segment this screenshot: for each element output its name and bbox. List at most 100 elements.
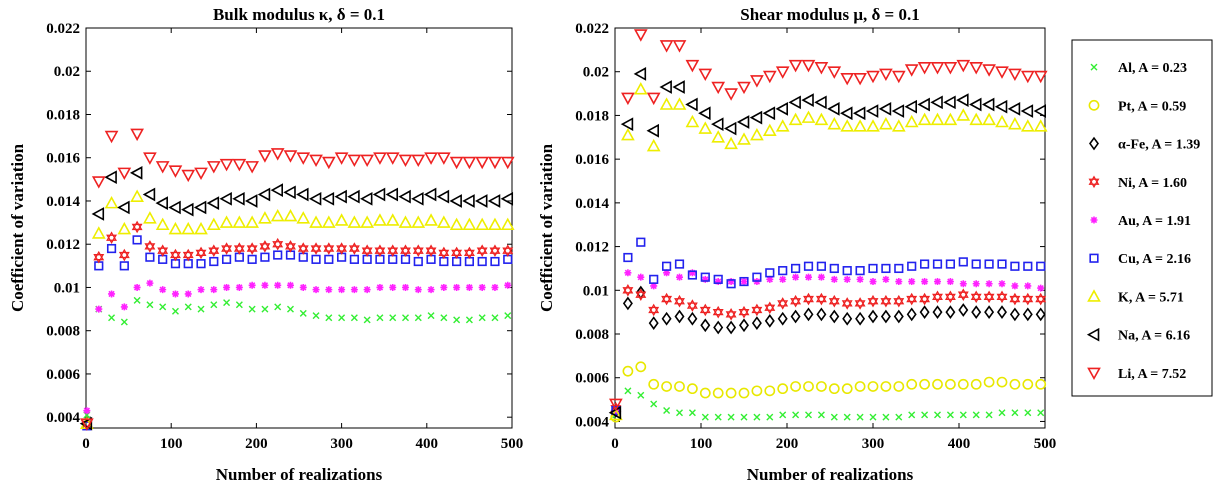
data-point — [400, 244, 411, 258]
data-point — [91, 176, 106, 189]
shear-x-axis-label: Number of realizations — [747, 465, 914, 484]
data-point — [880, 381, 892, 392]
data-point — [462, 217, 477, 231]
data-point — [1035, 292, 1047, 306]
shear-series-ni — [610, 283, 1047, 415]
data-point — [801, 110, 816, 123]
data-point — [688, 409, 696, 417]
data-point — [338, 286, 346, 294]
data-point — [711, 130, 726, 143]
data-point — [750, 75, 764, 88]
data-point — [711, 81, 726, 95]
data-point — [1007, 102, 1021, 116]
data-point — [930, 62, 945, 75]
data-point — [195, 246, 207, 260]
data-point — [274, 303, 282, 311]
data-point — [698, 106, 711, 121]
data-point — [635, 285, 646, 300]
legend-marker — [1088, 99, 1100, 111]
data-point — [325, 286, 333, 294]
data-point — [91, 226, 106, 239]
data-point — [104, 130, 119, 144]
data-point — [308, 191, 322, 206]
data-point — [449, 217, 464, 231]
data-point — [906, 378, 918, 390]
data-point — [1024, 282, 1032, 290]
data-point — [737, 132, 751, 145]
data-point — [373, 152, 387, 165]
data-point — [184, 290, 192, 298]
data-point — [801, 93, 814, 107]
legend-label: Na, A = 6.16 — [1118, 329, 1190, 344]
data-point — [449, 194, 462, 208]
data-point — [120, 303, 128, 311]
data-point — [981, 97, 995, 112]
data-point — [816, 261, 826, 271]
data-point — [360, 154, 375, 168]
data-point — [753, 413, 761, 421]
bulk-modulus-panel: Bulk modulus κ, δ = 0.1 0 100 200 300 400 500 0… — [8, 5, 523, 484]
data-point — [133, 283, 141, 291]
data-point — [904, 99, 917, 114]
bulk-x-tick-label: 500 — [501, 436, 524, 452]
data-point — [424, 213, 438, 226]
data-point — [347, 189, 360, 204]
data-point — [830, 275, 838, 283]
data-point — [661, 311, 672, 326]
data-point — [1035, 378, 1047, 390]
data-point — [764, 385, 776, 397]
bulk-y-tick-label: 0.014 — [46, 194, 80, 210]
data-point — [958, 303, 969, 317]
data-point — [108, 314, 116, 322]
data-point — [983, 376, 995, 388]
data-point — [712, 305, 724, 319]
data-point — [930, 95, 943, 110]
data-point — [272, 237, 284, 251]
data-point — [1011, 282, 1019, 290]
data-point — [257, 187, 271, 202]
data-point — [906, 307, 917, 322]
data-point — [363, 286, 371, 294]
data-point — [489, 244, 501, 258]
data-point — [650, 400, 658, 408]
data-point — [440, 283, 448, 291]
data-point — [855, 311, 866, 326]
data-point — [646, 138, 661, 152]
data-point — [723, 121, 737, 136]
data-point — [273, 250, 283, 260]
data-point — [232, 158, 247, 172]
data-point — [402, 314, 409, 322]
data-point — [739, 318, 749, 333]
data-point — [155, 196, 168, 210]
bulk-y-tick-label: 0.018 — [46, 107, 80, 123]
shear-plot-area — [614, 27, 1046, 429]
data-point — [944, 290, 956, 304]
data-point — [438, 246, 450, 260]
data-point — [687, 270, 697, 280]
data-point — [424, 152, 438, 165]
bulk-y-tick-label: 0.004 — [46, 410, 80, 426]
data-point — [829, 263, 839, 274]
data-point — [762, 70, 777, 84]
data-point — [621, 127, 635, 141]
data-point — [663, 407, 671, 415]
data-point — [436, 215, 451, 228]
data-point — [893, 294, 905, 308]
data-point — [830, 413, 838, 421]
data-point — [1024, 409, 1032, 417]
legend-marker — [1086, 327, 1100, 342]
data-point — [995, 66, 1009, 79]
data-point — [828, 383, 840, 395]
data-point — [738, 305, 750, 319]
data-point — [283, 208, 298, 222]
data-point — [919, 378, 930, 390]
data-point — [245, 161, 259, 174]
data-point — [827, 117, 842, 130]
legend-item-pt: Pt, A = 0.59 — [1088, 99, 1186, 114]
data-point — [334, 152, 349, 165]
data-point — [764, 301, 776, 315]
data-point — [260, 252, 270, 262]
data-point — [865, 104, 879, 118]
legend-label: K, A = 5.71 — [1118, 290, 1184, 305]
